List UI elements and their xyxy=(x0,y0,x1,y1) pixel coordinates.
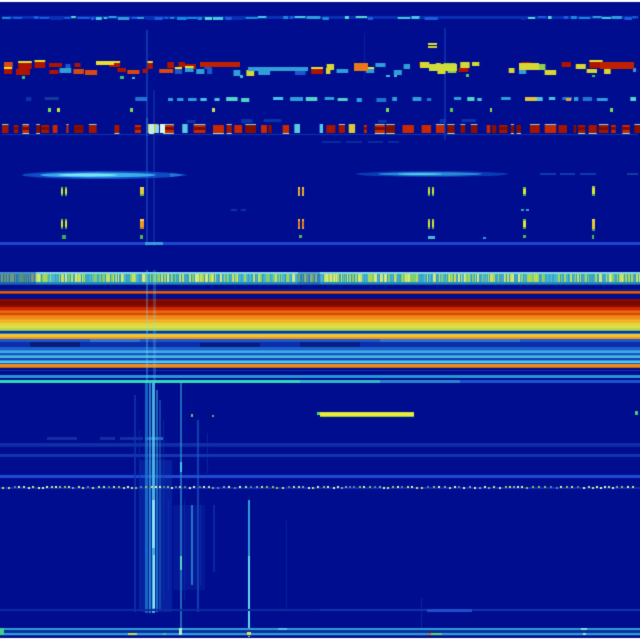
spectrogram-figure xyxy=(0,0,640,640)
spectrogram-heatmap-canvas xyxy=(0,0,640,640)
